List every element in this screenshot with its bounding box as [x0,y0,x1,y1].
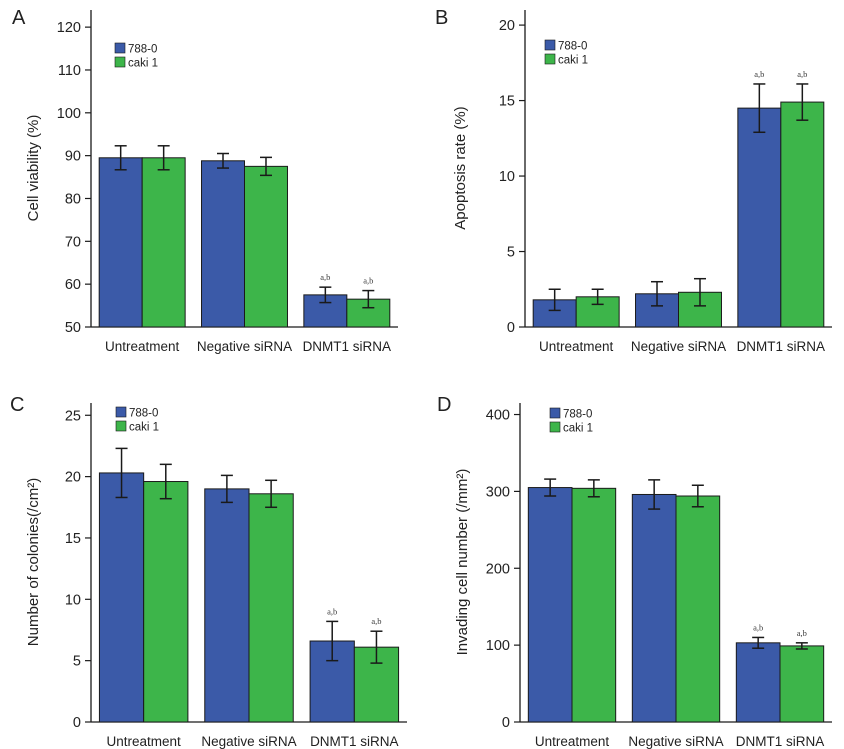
panel-letter: D [437,394,451,416]
bar-caki-1-0 [143,481,189,723]
significance-label: a,b [797,628,807,638]
panel-d: D 0 100 200 300 400 Invading cell number (/mm²… [437,394,832,749]
bar-caki-1-0 [141,157,186,328]
legend-label: 788-0 [129,408,158,420]
y-tick-label: 70 [65,234,81,250]
y-tick-label: 100 [486,638,510,654]
legend-label: caki 1 [128,58,158,70]
y-tick-label: 15 [499,94,515,110]
y-tick-label: 60 [65,277,81,293]
bar-788-0-2 [735,642,781,723]
legend-swatch [114,42,126,54]
legend-label: 788-0 [128,44,157,56]
x-tick-label: Negative siRNA [201,734,296,749]
significance-label: a,b [754,69,764,79]
y-axis-title: Cell viability (%) [25,115,42,222]
bar-caki-1-1 [675,495,721,723]
legend-swatch [549,421,561,433]
y-tick-label: 10 [499,169,515,185]
significance-label: a,b [371,616,381,626]
y-axis-title: Apoptosis rate (%) [452,106,469,229]
bar-788-0-0 [98,157,143,328]
x-tick-label: Negative siRNA [631,339,726,354]
y-tick-label: 50 [65,320,81,336]
y-tick-label: 20 [499,18,515,34]
bar-caki-1-2 [779,645,825,723]
legend-swatch [549,407,561,419]
bar-788-0-0 [527,487,573,723]
significance-label: a,b [363,276,373,286]
y-tick-label: 5 [507,245,515,261]
legend-swatch [114,56,126,68]
y-tick-label: 20 [65,470,81,486]
y-tick-label: 110 [58,63,81,79]
significance-label: a,b [753,622,763,632]
bar-788-0-1 [631,493,677,723]
x-tick-label: Untreatment [539,339,614,354]
bar-caki-1-0 [571,487,617,723]
x-tick-label: Negative siRNA [628,734,723,749]
bar-788-0-1 [201,160,246,328]
panel-letter: C [10,394,24,416]
legend-swatch [115,420,127,432]
y-tick-label: 300 [486,484,510,500]
bar-788-0-2 [737,107,782,328]
x-tick-label: DNMT1 siRNA [303,339,392,354]
bar-caki-1-1 [244,165,288,328]
x-tick-label: DNMT1 siRNA [737,339,826,354]
bar-caki-1-2 [780,101,825,328]
y-tick-label: 200 [486,561,510,577]
y-tick-label: 120 [57,20,81,36]
x-tick-label: Untreatment [107,734,182,749]
bar-caki-1-1 [248,493,294,723]
significance-label: a,b [797,69,807,79]
legend-label: 788-0 [563,409,592,421]
panel-letter: A [12,7,26,29]
panel-a: A 50 60 70 80 90 100 110 120 Cell viability (%) Un… [12,7,398,354]
panel-letter: B [435,7,448,29]
y-tick-label: 0 [73,715,81,731]
y-tick-label: 10 [65,592,81,608]
significance-label: a,b [327,606,337,616]
x-tick-label: Untreatment [535,734,610,749]
legend-swatch [544,53,556,65]
x-tick-label: Untreatment [105,339,180,354]
y-tick-label: 15 [65,531,81,547]
y-tick-label: 100 [57,106,81,122]
legend-label: caki 1 [563,423,593,435]
y-tick-label: 25 [65,408,81,424]
x-tick-label: Negative siRNA [197,339,292,354]
legend-label: 788-0 [558,41,587,53]
x-tick-label: DNMT1 siRNA [736,734,825,749]
bar-788-0-0 [98,472,145,723]
significance-label: a,b [320,272,330,282]
y-tick-label: 90 [65,149,81,165]
y-tick-label: 80 [65,191,81,207]
y-axis-title: Number of colonies(/cm²) [25,478,42,646]
legend-swatch [544,39,556,51]
y-tick-label: 5 [73,654,81,670]
bar-788-0-1 [204,488,250,723]
legend-swatch [115,406,127,418]
legend-label: caki 1 [129,422,159,434]
x-tick-label: DNMT1 siRNA [310,734,399,749]
y-tick-label: 0 [502,715,510,731]
panel-c: C 0 5 10 15 20 25 Number of colonies(/cm²) Untre… [10,394,407,749]
y-axis-title: Invading cell number (/mm²) [454,469,471,656]
legend-label: caki 1 [558,55,588,67]
panel-b: B 0 5 10 15 20 Apoptosis rate (%) Untreatment Ne… [435,7,832,354]
y-tick-label: 400 [486,408,510,424]
y-tick-label: 0 [507,320,515,336]
